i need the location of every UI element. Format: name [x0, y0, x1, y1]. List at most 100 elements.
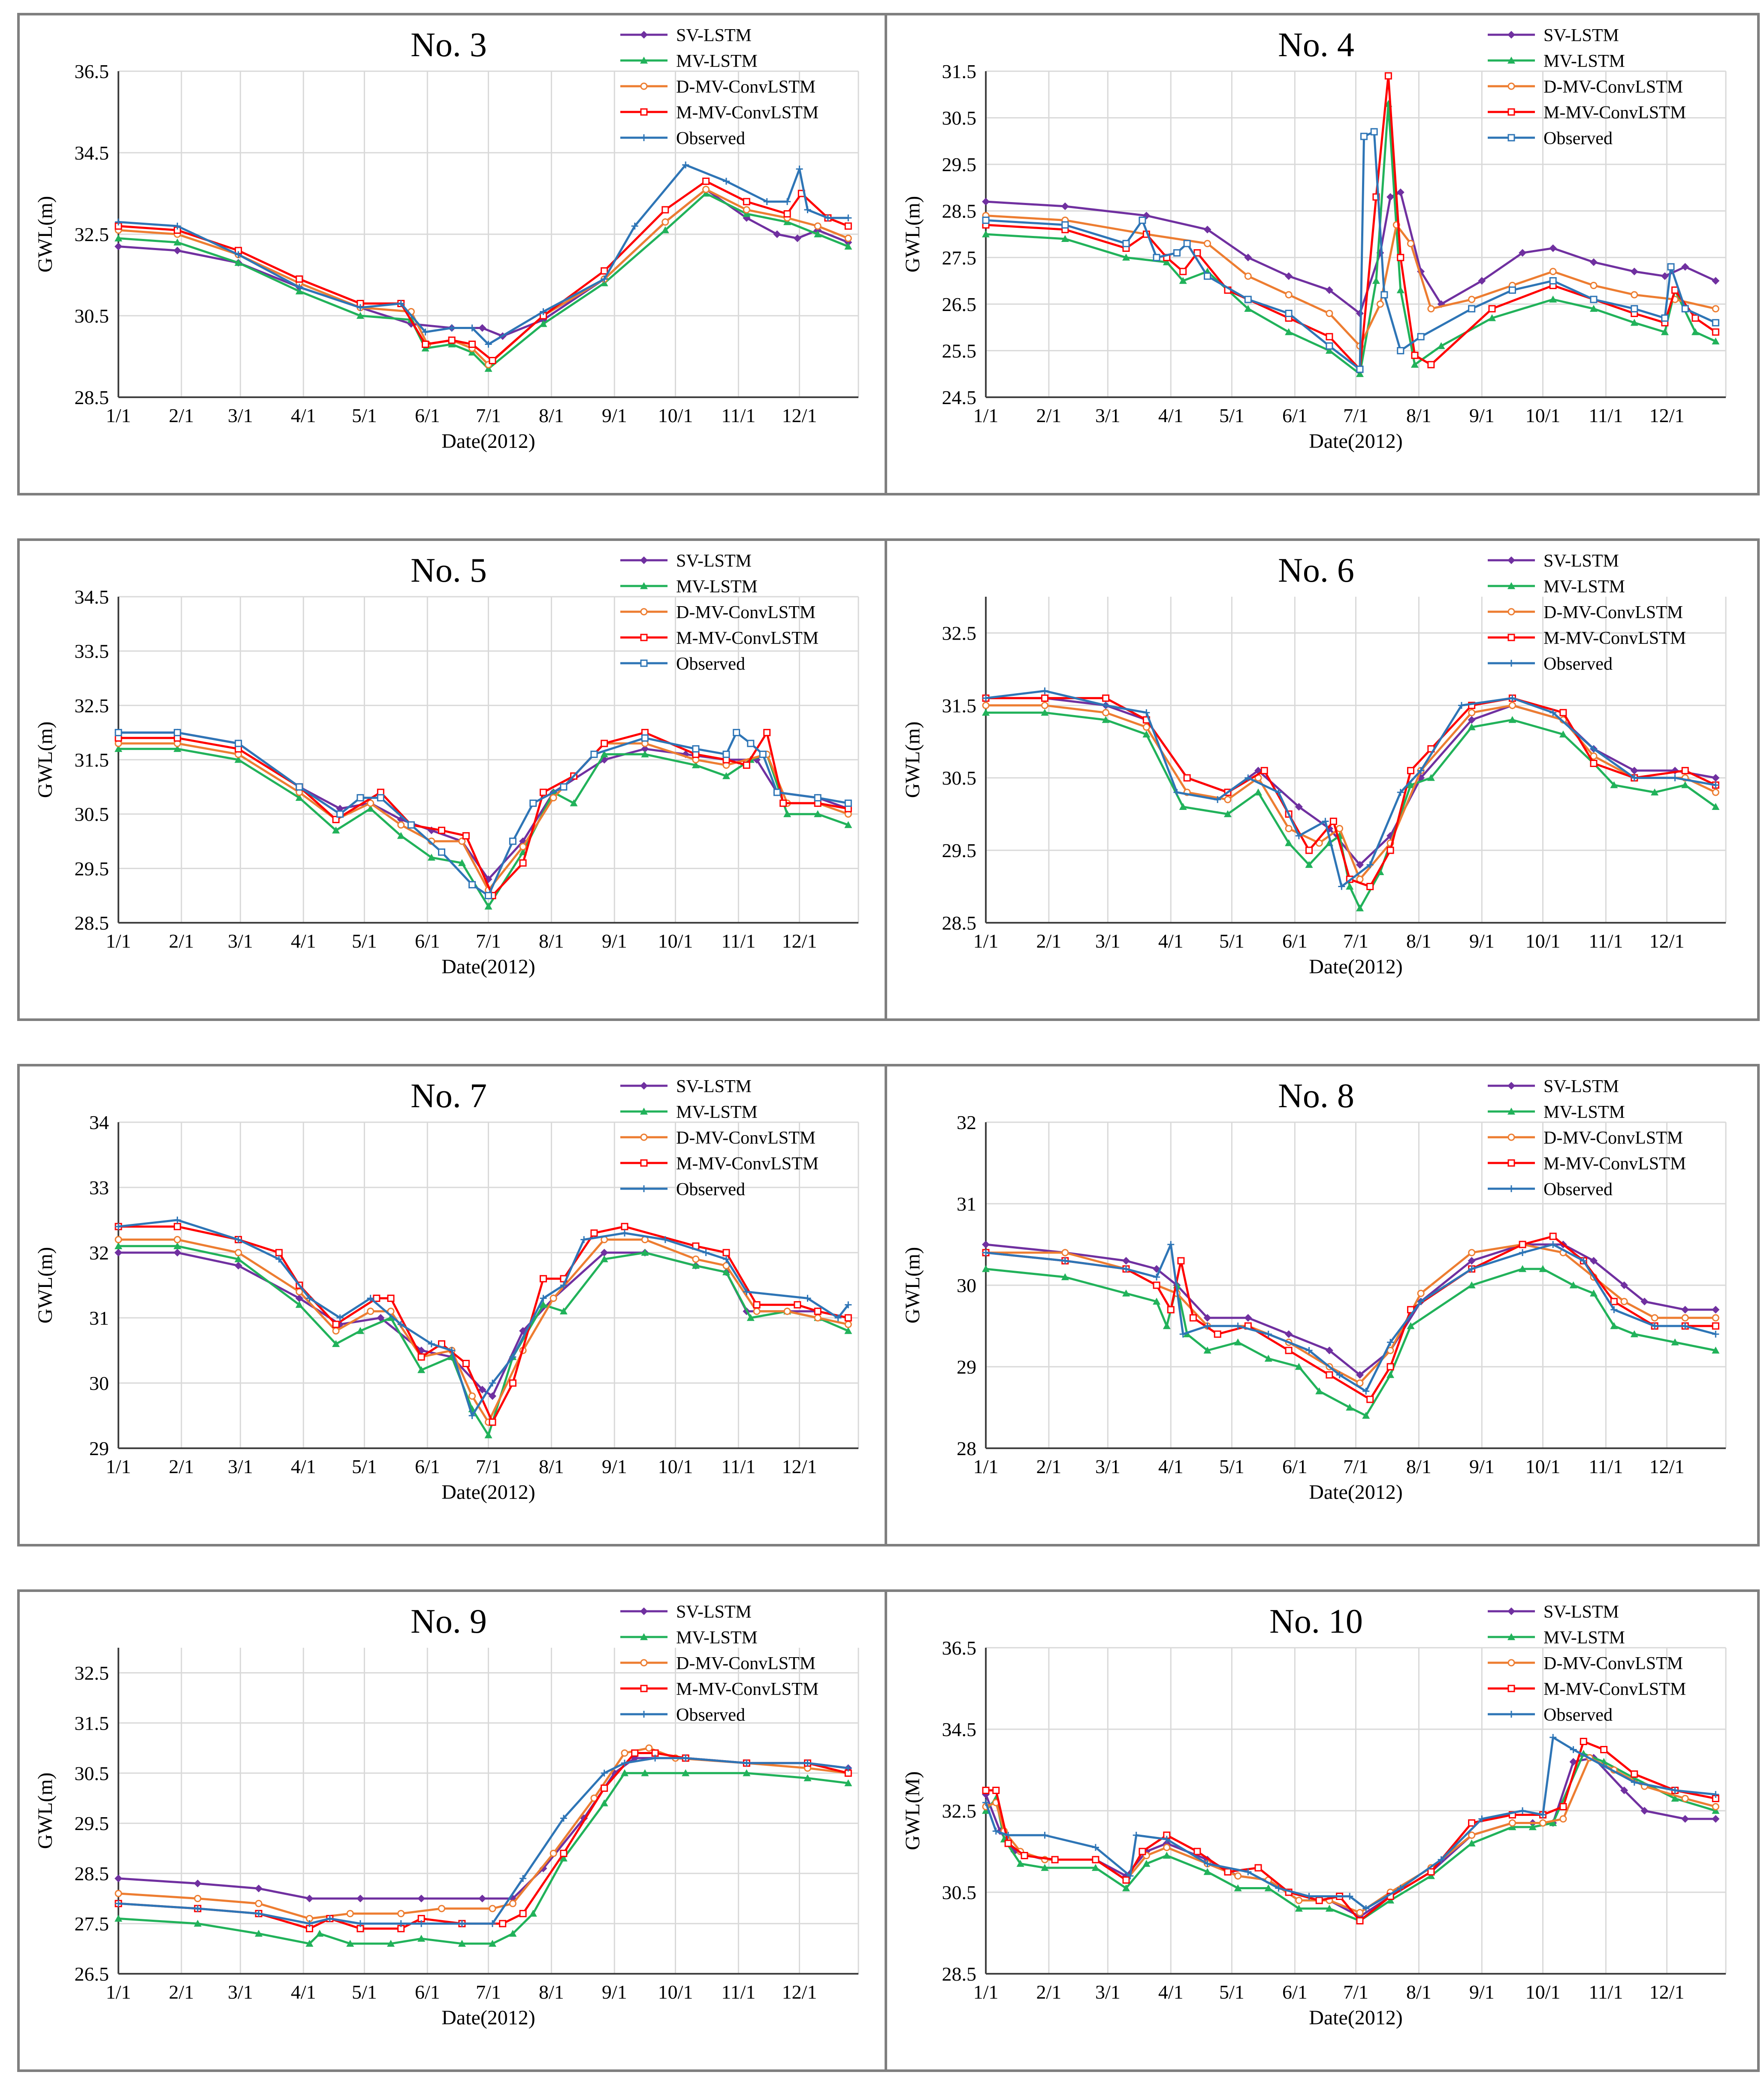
data-point: [1386, 1371, 1395, 1378]
legend-marker: [1507, 82, 1515, 90]
data-point: [417, 1935, 426, 1942]
y-tick-label: 33.5: [75, 640, 109, 662]
data-point: [743, 1759, 750, 1767]
data-point: [1427, 1868, 1435, 1876]
legend-label: MV-LSTM: [676, 1628, 758, 1648]
data-point: [1712, 803, 1720, 810]
data-point: [173, 745, 181, 752]
data-point: [1468, 709, 1476, 716]
data-point: [1153, 1298, 1161, 1305]
data-point: [702, 1249, 710, 1256]
data-point: [1682, 1323, 1689, 1329]
legend-marker: [1507, 1082, 1515, 1090]
data-point: [356, 1327, 364, 1334]
data-point: [794, 1301, 801, 1309]
data-point: [115, 729, 122, 737]
data-point: [845, 1764, 852, 1772]
data-point: [1122, 240, 1130, 248]
data-point: [1204, 1860, 1211, 1867]
x-tick-label: 11/1: [1589, 930, 1623, 952]
y-tick-label: 30.5: [942, 1882, 977, 1903]
data-point: [1362, 1412, 1370, 1419]
data-point: [1589, 1290, 1598, 1297]
y-tick-label: 29.5: [942, 840, 977, 861]
data-point: [234, 259, 242, 266]
y-axis-title: GWL(M): [901, 1771, 924, 1850]
x-tick-label: 2/1: [169, 930, 194, 952]
y-tick-label: 27.5: [75, 1913, 109, 1935]
data-point: [733, 729, 740, 737]
data-point: [1370, 128, 1378, 136]
data-point: [834, 1314, 842, 1321]
legend-label: M-MV-ConvLSTM: [1544, 1679, 1686, 1699]
data-point: [296, 275, 303, 283]
y-tick-label: 29.5: [942, 154, 977, 175]
data-point: [520, 1875, 527, 1882]
data-point: [1712, 1306, 1720, 1314]
data-point: [743, 198, 750, 205]
data-point: [332, 826, 340, 834]
y-tick-label: 29: [89, 1438, 109, 1459]
data-point: [982, 1249, 989, 1256]
data-point: [783, 218, 791, 225]
gridlines: [118, 70, 859, 398]
data-point: [1139, 216, 1146, 224]
data-point: [1468, 1281, 1476, 1289]
data-point: [332, 1327, 340, 1335]
legend-marker: [640, 1082, 648, 1090]
x-tick-label: 12/1: [782, 1981, 817, 2003]
legend-marker: [1507, 1159, 1515, 1167]
chart-no6-svg: 28.5 29.5 30.5 31.5 32.5 1/1 2/1 3/1 4/1 5/1 6/1 7/…: [901, 551, 1727, 978]
x-tick-label: 8/1: [1406, 405, 1432, 426]
legend-label: M-MV-ConvLSTM: [676, 628, 819, 648]
data-point: [1183, 240, 1191, 248]
x-tick-label: 9/1: [602, 1456, 627, 1477]
y-axis-title: GWL(m): [901, 1247, 924, 1324]
x-tick-label: 1/1: [106, 1456, 131, 1477]
data-point: [1285, 839, 1293, 846]
x-tick-label: 3/1: [1095, 405, 1121, 426]
chart-title: No. 6: [1278, 552, 1354, 589]
data-point: [295, 1301, 303, 1308]
y-tick-label: 30: [89, 1372, 109, 1394]
data-point: [1214, 1330, 1221, 1338]
x-tick-label: 3/1: [228, 1456, 253, 1477]
series-observed: [982, 1734, 1719, 1912]
series-line-d-mv-convlstm: [118, 188, 849, 366]
data-point: [1193, 249, 1201, 257]
data-point: [489, 1380, 496, 1386]
x-tick-label: 8/1: [1406, 1981, 1432, 2003]
chart-title: No. 9: [411, 1603, 487, 1640]
data-point: [407, 821, 415, 829]
data-point: [601, 1784, 608, 1792]
data-point: [1681, 1795, 1689, 1802]
legend-marker: [640, 634, 648, 641]
x-tick-label: 4/1: [1158, 405, 1184, 426]
data-point: [1102, 702, 1109, 709]
data-point: [235, 1249, 242, 1256]
y-tick-label: 32.5: [75, 224, 109, 245]
y-tick-label: 32.5: [942, 1800, 977, 1822]
data-point: [255, 1900, 263, 1907]
x-tick-label: 4/1: [1158, 930, 1184, 952]
data-point: [1692, 314, 1699, 322]
data-point: [115, 1236, 122, 1244]
data-point: [540, 308, 547, 315]
data-point: [1610, 781, 1618, 788]
data-point: [1550, 1734, 1557, 1741]
data-point: [356, 1920, 364, 1927]
series-m-mv-convlstm: [982, 694, 1719, 891]
data-point: [570, 799, 578, 806]
data-point: [1671, 1794, 1679, 1802]
x-axis-title: Date(2012): [1309, 430, 1403, 453]
data-point: [1167, 1241, 1175, 1248]
data-point: [753, 1301, 761, 1309]
data-point: [489, 1920, 496, 1927]
x-tick-label: 7/1: [1343, 1456, 1368, 1477]
x-tick-label: 10/1: [658, 1981, 693, 2003]
x-tick-label: 11/1: [721, 1981, 755, 2003]
data-point: [1061, 202, 1069, 210]
data-point: [590, 750, 598, 758]
data-point: [1325, 825, 1333, 833]
series-sv-lstm: [982, 188, 1720, 317]
